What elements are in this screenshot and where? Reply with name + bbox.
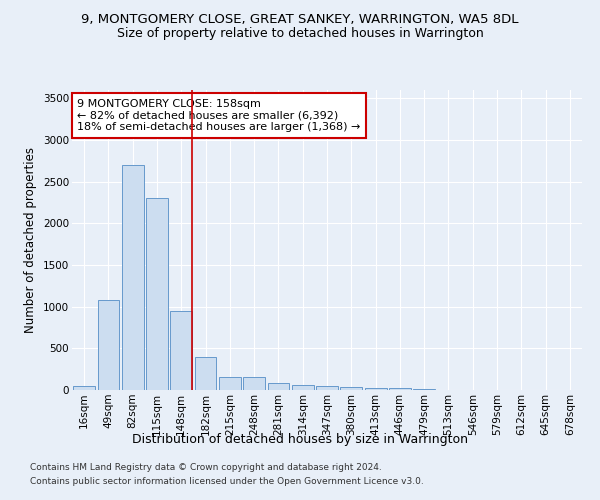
Text: Distribution of detached houses by size in Warrington: Distribution of detached houses by size … xyxy=(132,432,468,446)
Bar xyxy=(316,386,338,390)
Bar xyxy=(146,198,168,390)
Text: 9 MONTGOMERY CLOSE: 158sqm
← 82% of detached houses are smaller (6,392)
18% of s: 9 MONTGOMERY CLOSE: 158sqm ← 82% of deta… xyxy=(77,99,361,132)
Bar xyxy=(365,388,386,390)
Bar xyxy=(243,377,265,390)
Text: Contains HM Land Registry data © Crown copyright and database right 2024.: Contains HM Land Registry data © Crown c… xyxy=(30,464,382,472)
Bar xyxy=(340,387,362,390)
Bar xyxy=(219,377,241,390)
Bar xyxy=(194,356,217,390)
Bar xyxy=(389,388,411,390)
Bar xyxy=(292,386,314,390)
Bar xyxy=(97,300,119,390)
Text: Size of property relative to detached houses in Warrington: Size of property relative to detached ho… xyxy=(116,28,484,40)
Text: Contains public sector information licensed under the Open Government Licence v3: Contains public sector information licen… xyxy=(30,477,424,486)
Bar xyxy=(413,389,435,390)
Bar xyxy=(268,382,289,390)
Bar xyxy=(170,311,192,390)
Bar xyxy=(122,165,143,390)
Y-axis label: Number of detached properties: Number of detached properties xyxy=(25,147,37,333)
Bar xyxy=(73,386,95,390)
Text: 9, MONTGOMERY CLOSE, GREAT SANKEY, WARRINGTON, WA5 8DL: 9, MONTGOMERY CLOSE, GREAT SANKEY, WARRI… xyxy=(81,12,519,26)
